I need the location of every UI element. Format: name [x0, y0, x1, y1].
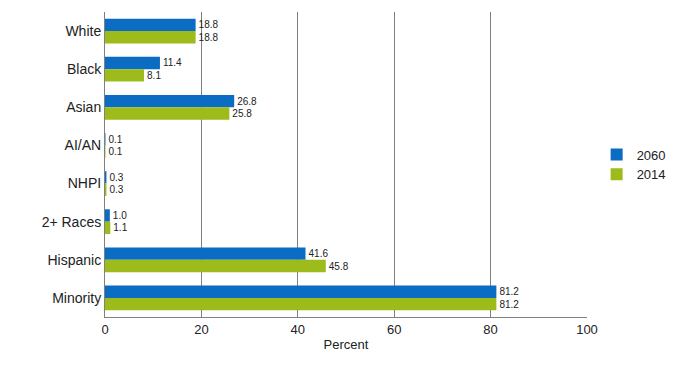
svg-text:1.1: 1.1 — [113, 222, 127, 233]
svg-text:0.3: 0.3 — [109, 172, 123, 183]
svg-text:AI/AN: AI/AN — [65, 137, 102, 153]
svg-text:41.6: 41.6 — [309, 248, 329, 259]
svg-text:White: White — [65, 23, 101, 39]
svg-text:0.1: 0.1 — [108, 134, 122, 145]
svg-text:2+ Races: 2+ Races — [42, 214, 102, 230]
svg-text:20: 20 — [194, 322, 208, 337]
svg-text:Minority: Minority — [52, 290, 101, 306]
svg-text:Asian: Asian — [66, 99, 101, 115]
svg-text:Hispanic: Hispanic — [47, 252, 101, 268]
svg-text:Percent: Percent — [324, 337, 369, 352]
svg-text:8.1: 8.1 — [147, 70, 161, 81]
svg-text:40: 40 — [291, 322, 305, 337]
svg-text:11.4: 11.4 — [163, 57, 182, 68]
svg-text:26.8: 26.8 — [237, 96, 257, 107]
svg-text:100: 100 — [576, 322, 598, 337]
svg-text:0: 0 — [101, 322, 108, 337]
svg-text:81.2: 81.2 — [499, 286, 519, 297]
svg-text:80: 80 — [483, 322, 497, 337]
svg-text:1.0: 1.0 — [113, 210, 127, 221]
svg-text:0.1: 0.1 — [108, 146, 122, 157]
svg-text:45.8: 45.8 — [329, 261, 349, 272]
svg-text:60: 60 — [387, 322, 401, 337]
svg-text:NHPI: NHPI — [68, 175, 101, 191]
svg-text:81.2: 81.2 — [499, 299, 519, 310]
svg-text:2060: 2060 — [637, 148, 666, 163]
svg-text:Black: Black — [67, 61, 102, 77]
svg-text:18.8: 18.8 — [199, 32, 219, 43]
svg-text:18.8: 18.8 — [199, 19, 219, 30]
svg-text:2014: 2014 — [637, 167, 666, 182]
svg-text:0.3: 0.3 — [109, 184, 123, 195]
svg-text:25.8: 25.8 — [232, 108, 252, 119]
